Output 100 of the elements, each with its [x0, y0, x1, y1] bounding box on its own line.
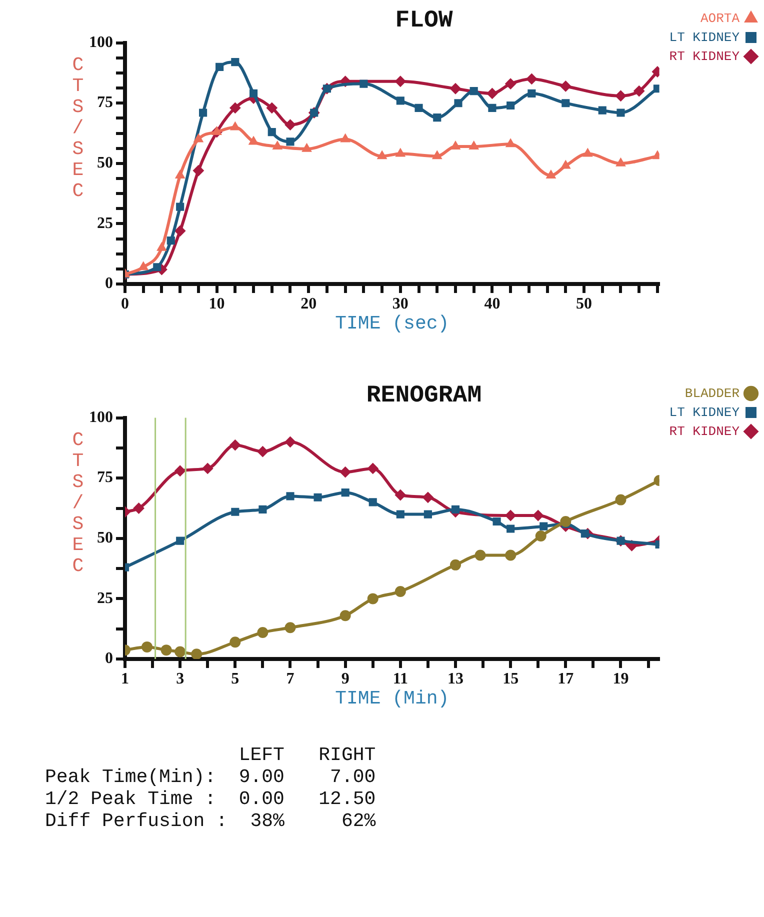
point — [451, 505, 460, 514]
point — [634, 86, 645, 97]
point — [367, 593, 378, 604]
point — [492, 517, 501, 526]
x-tick-label: 10 — [208, 296, 225, 313]
point — [176, 202, 184, 211]
legend-label: BLADDER — [684, 386, 740, 401]
point — [396, 510, 404, 518]
point — [560, 160, 570, 169]
point — [174, 646, 186, 658]
point — [546, 170, 556, 178]
point — [212, 126, 222, 136]
point — [526, 73, 538, 84]
point — [202, 462, 214, 474]
point — [360, 80, 368, 88]
point — [505, 510, 516, 521]
point — [230, 122, 240, 130]
point — [314, 493, 322, 502]
x-axis-title: TIME (sec) — [335, 312, 450, 335]
point — [532, 510, 544, 521]
point — [433, 114, 442, 122]
point — [450, 141, 460, 150]
x-tick-label: 9 — [341, 670, 350, 688]
y-axis-title: CTS/SEC — [72, 428, 84, 577]
point — [488, 104, 496, 112]
point — [249, 89, 258, 98]
y-axis-title: CTS/SEC — [72, 54, 84, 202]
y-tick-label: 0 — [105, 650, 113, 668]
x-tick-label: 15 — [502, 670, 519, 688]
point — [160, 644, 172, 656]
point — [284, 119, 296, 130]
point — [176, 536, 184, 545]
point — [450, 83, 461, 94]
x-tick-label: 1 — [121, 670, 129, 688]
point — [394, 489, 406, 500]
point — [450, 559, 461, 570]
point — [257, 626, 268, 638]
x-tick-label: 20 — [300, 296, 317, 313]
point — [268, 128, 276, 136]
point — [133, 502, 144, 514]
y-tick-label: 75 — [97, 94, 113, 112]
point — [198, 108, 208, 117]
y-tick-label: 0 — [105, 275, 113, 292]
point — [230, 102, 241, 114]
point — [582, 148, 593, 157]
point — [286, 138, 294, 146]
point — [580, 530, 589, 538]
point — [615, 90, 626, 102]
chart-title: FLOW — [395, 7, 454, 34]
point — [230, 440, 241, 451]
x-tick-label: 13 — [447, 670, 464, 688]
legend-label: RT KIDNEY — [669, 424, 740, 439]
point — [505, 550, 516, 561]
point — [616, 158, 626, 166]
point — [230, 636, 241, 648]
point — [394, 586, 406, 597]
point — [474, 550, 486, 561]
x-tick-label: 30 — [392, 296, 408, 313]
text: Peak Time(Min): 9.00 7.00 — [45, 766, 377, 788]
text: LEFT RIGHT — [238, 744, 377, 766]
point — [454, 99, 462, 108]
y-tick-label: 100 — [89, 34, 113, 51]
y-tick-label: 25 — [97, 590, 113, 607]
x-tick-label: 50 — [576, 296, 592, 313]
point — [396, 148, 406, 157]
y-tick-label: 100 — [89, 408, 113, 426]
point — [560, 516, 572, 528]
text: Diff Perfusion : 38% 62% — [45, 810, 377, 832]
point — [340, 466, 351, 478]
point — [248, 136, 258, 145]
y-tick-label: 50 — [97, 530, 113, 547]
point — [153, 263, 162, 272]
x-tick-label: 7 — [286, 670, 294, 688]
x-tick-label: 17 — [558, 670, 574, 688]
point — [535, 530, 546, 542]
legend-label: LT KIDNEY — [669, 30, 740, 45]
point — [142, 641, 153, 652]
point — [341, 488, 350, 497]
point — [340, 610, 351, 622]
point — [272, 141, 282, 150]
legend-label: AORTA — [700, 10, 740, 26]
point — [302, 143, 312, 152]
point — [194, 134, 204, 142]
point — [422, 492, 434, 503]
point — [138, 262, 148, 270]
point — [528, 89, 536, 98]
point — [286, 492, 294, 500]
point — [560, 80, 572, 92]
point — [598, 106, 606, 114]
point — [394, 76, 406, 87]
x-tick-label: 3 — [176, 670, 184, 688]
point — [367, 462, 378, 474]
x-tick-label: 5 — [231, 670, 240, 688]
chart-title: RENOGRAM — [366, 382, 482, 410]
x-tick-label: 11 — [392, 670, 408, 688]
point — [231, 508, 240, 516]
point — [506, 138, 516, 148]
y-tick-label: 50 — [97, 154, 113, 172]
point — [432, 150, 442, 160]
point — [191, 648, 202, 659]
